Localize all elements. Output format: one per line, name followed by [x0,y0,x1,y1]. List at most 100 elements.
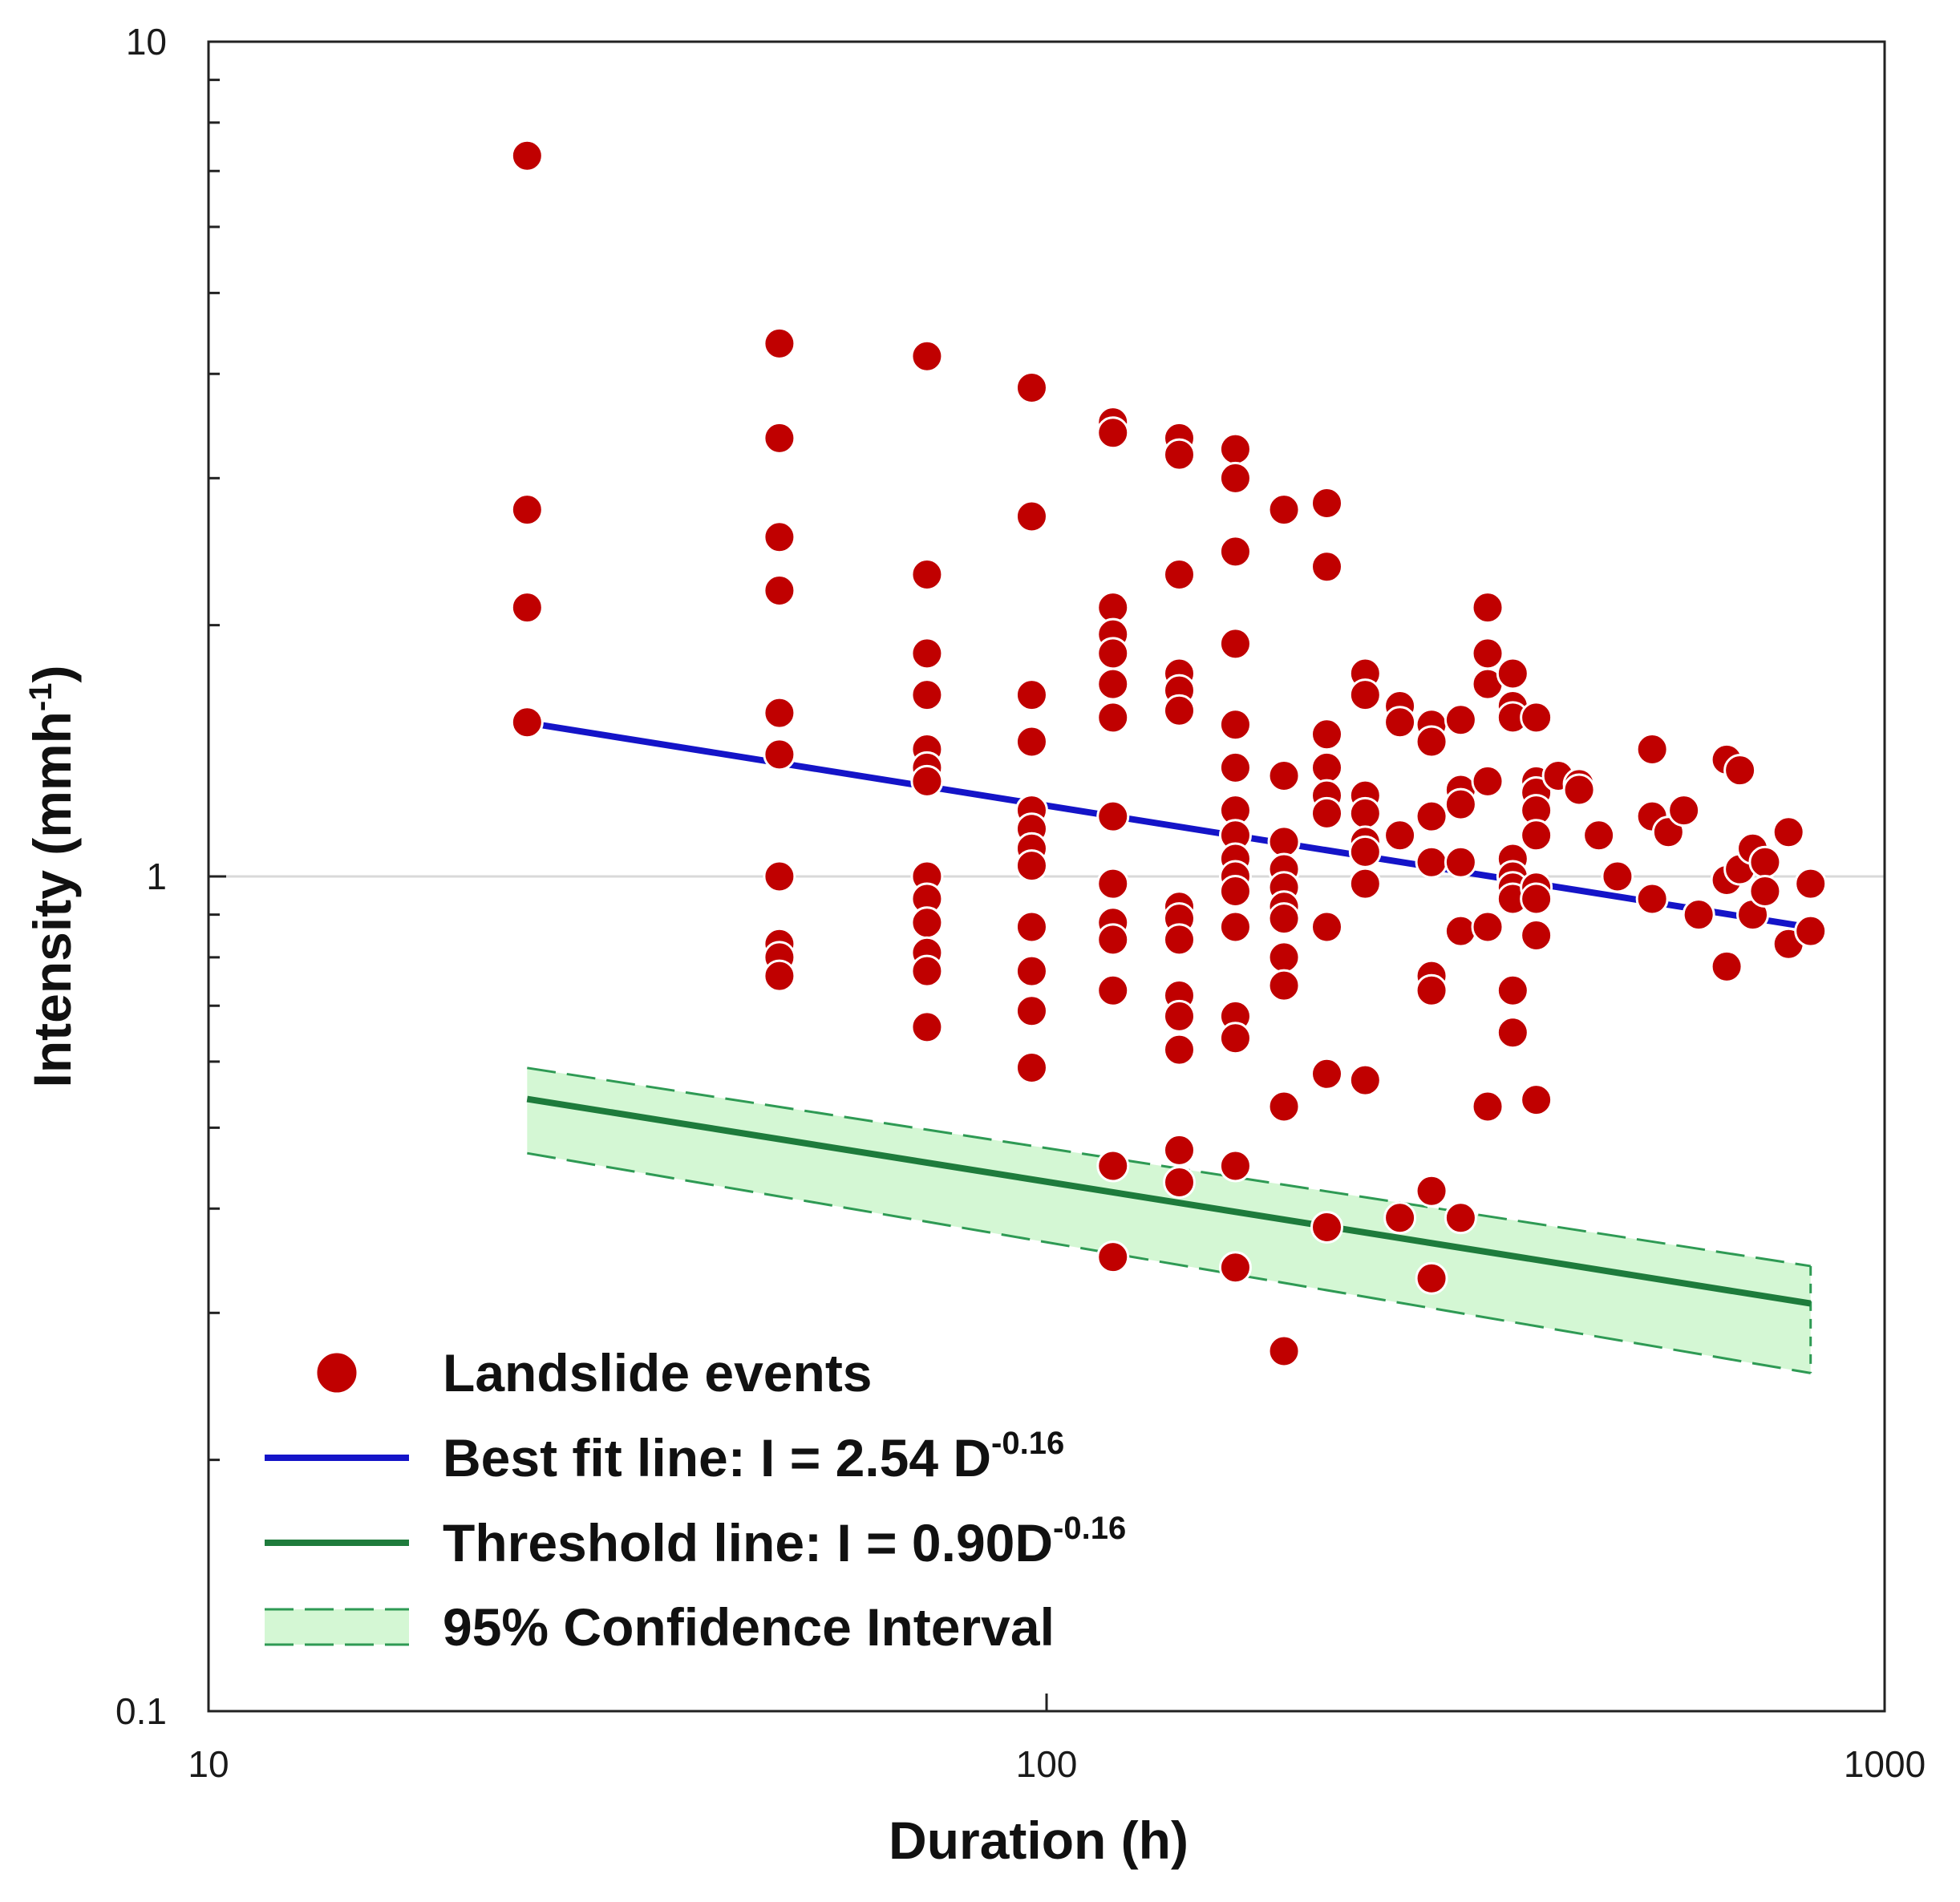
landslide-point [1162,1166,1196,1200]
landslide-point [1096,973,1130,1007]
landslide-point [510,493,544,527]
landslide-point [910,339,944,373]
landslide-point [1748,845,1782,879]
landslide-point [1218,874,1252,908]
legend-threshold-text: Threshold line: I = 0.90D [443,1513,1053,1572]
landslide-point [1348,835,1382,868]
landslide-point [1162,557,1196,591]
landslide-point [1014,371,1048,405]
landslide-point [1310,487,1344,520]
landslide-point [1748,874,1782,908]
landslide-point [1267,1334,1301,1368]
confidence-band-upper [527,1066,1811,1268]
legend-bestfit-sup: -0.16 [991,1426,1064,1461]
landslide-point [910,1010,944,1044]
axis-ticks [207,40,1886,1713]
landslide-point [510,591,544,625]
landslide-point [1096,867,1130,900]
landslide-point [1310,796,1344,830]
landslide-point [1096,1240,1130,1274]
landslide-point [1471,637,1504,670]
landslide-point [1218,627,1252,661]
landslide-point [1096,1149,1130,1183]
landslide-point [1444,703,1477,737]
landslide-point [1014,1051,1048,1085]
confidence-band [527,1066,1812,1374]
landslide-point [1096,701,1130,734]
landslide-point [763,520,796,554]
tick-labels: 10 100 1000 0.1 1 10 [115,21,1926,1785]
landslide-point [1267,902,1301,936]
landslide-point [1635,732,1669,766]
legend-label-points: Landslide events [443,1343,873,1402]
landslide-point [1415,725,1448,759]
legend-ci-fill [265,1609,409,1645]
landslide-point [763,959,796,993]
landslide-point [1348,796,1382,830]
legend-bestfit-text: Best fit line: I = 2.54 D [443,1428,991,1487]
legend: Landslide events Best fit line: I = 2.54… [265,1343,1126,1657]
landslide-point [1383,819,1417,852]
landslide-point [1582,819,1616,852]
landslide-point [1310,910,1344,944]
landslide-point [1014,954,1048,988]
landslide-point [1682,898,1715,932]
legend-marker-ci [265,1608,409,1646]
landslide-point [1415,973,1448,1007]
landslide-point [1267,493,1301,527]
landslide-point [1096,416,1130,450]
confidence-band-fill [527,1067,1811,1374]
landslide-point [1310,751,1344,784]
legend-marker-points [314,1350,359,1395]
landslide-point [1096,799,1130,833]
landslide-point [1267,759,1301,792]
landslide-point [1601,860,1634,893]
landslide-point [1014,910,1048,944]
landslide-point [1444,845,1477,879]
landslide-point [1723,754,1757,787]
landslide-point [1014,849,1048,883]
landslide-point [1267,1090,1301,1123]
landslide-point [1415,799,1448,833]
landslide-point [1014,994,1048,1028]
landslide-point [1162,1133,1196,1167]
legend-label-ci: 95% Confidence Interval [443,1597,1055,1657]
landslide-point [1348,1063,1382,1097]
threshold-line [526,1095,1812,1307]
landslide-point [763,860,796,893]
legend-label-threshold: Threshold line: I = 0.90D-0.16 [443,1511,1126,1572]
landslide-point [1471,591,1504,625]
x-tick-label: 100 [1016,1743,1078,1785]
landslide-point [910,557,944,591]
landslide-point [910,764,944,798]
landslide-point [1218,1251,1252,1285]
landslide-point [1310,1057,1344,1091]
legend-threshold-sup: -0.16 [1053,1511,1126,1546]
legend-label-bestfit: Best fit line: I = 2.54 D-0.16 [443,1426,1064,1487]
x-tick-label: 1000 [1844,1743,1926,1785]
landslide-point [763,696,796,730]
landslide-point [1348,678,1382,712]
landslide-point [1218,1149,1252,1183]
landslide-point [763,574,796,608]
landslide-point [1794,914,1828,948]
landslide-point [1162,438,1196,471]
landslide-point [1014,678,1048,712]
landslide-point [1667,794,1701,828]
landslide-point [763,421,796,455]
landslide-point [1218,432,1252,466]
landslide-point [1383,1201,1417,1235]
landslide-point [1520,819,1553,852]
landslide-point [1348,867,1382,900]
landslide-point [1520,1083,1553,1117]
landslide-point [1383,706,1417,739]
landslide-point [1520,701,1553,734]
landslide-point [1218,1022,1252,1055]
landslide-point [1496,973,1529,1007]
landslide-point [1162,999,1196,1033]
landslide-point [910,906,944,940]
landslide-point [763,738,796,771]
landslide-point [1772,815,1805,849]
landslide-point [910,954,944,988]
fit-lines [526,719,1812,1307]
